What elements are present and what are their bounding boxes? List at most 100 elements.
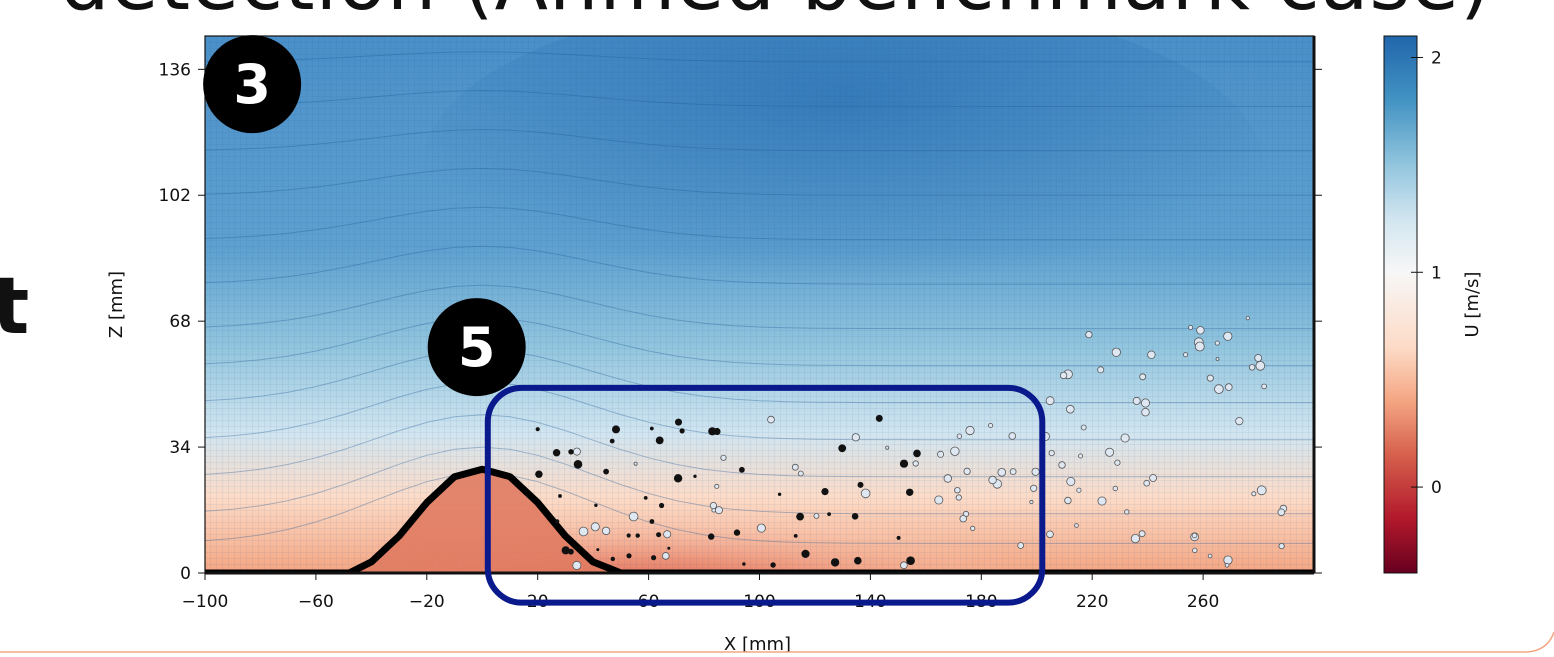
particle xyxy=(568,449,574,455)
streamline xyxy=(205,90,1314,107)
particle xyxy=(1045,396,1055,406)
particle xyxy=(821,488,829,496)
highlight-box xyxy=(484,384,1046,606)
particle xyxy=(603,468,609,475)
particle xyxy=(885,445,890,450)
particle xyxy=(1261,383,1267,390)
particle xyxy=(955,494,962,501)
annotations: 35 xyxy=(203,35,1046,606)
particle xyxy=(997,467,1007,477)
badge-5: 5 xyxy=(427,298,526,397)
particle xyxy=(851,433,860,442)
mesh-grid xyxy=(205,36,1314,573)
hill-body xyxy=(205,469,1314,573)
particle xyxy=(912,460,919,467)
particle xyxy=(628,511,639,522)
particle xyxy=(1254,354,1263,362)
particle xyxy=(709,501,718,510)
particle xyxy=(742,562,746,566)
particle xyxy=(988,475,997,485)
particle xyxy=(875,414,883,422)
particle xyxy=(713,427,721,436)
particle xyxy=(1059,371,1068,380)
particle xyxy=(1076,487,1082,493)
particle xyxy=(612,425,620,434)
particle xyxy=(667,546,671,550)
hill-outline xyxy=(205,465,1314,573)
particle xyxy=(796,512,804,521)
colorbar: 0 1 2 U [m/s] xyxy=(1383,35,1483,574)
particle xyxy=(594,503,598,507)
particle xyxy=(1132,396,1141,405)
particle xyxy=(770,562,776,568)
streamline xyxy=(205,51,1314,63)
particle xyxy=(1206,374,1214,382)
particle xyxy=(900,561,908,569)
particle xyxy=(633,461,638,466)
particle xyxy=(679,428,685,434)
particle xyxy=(596,548,600,552)
particle xyxy=(1080,424,1087,431)
particle xyxy=(899,459,909,468)
particle xyxy=(801,549,810,559)
particle xyxy=(578,526,589,537)
particle xyxy=(558,494,562,498)
streamline xyxy=(205,316,1314,367)
badge-3: 3 xyxy=(203,35,302,134)
particle xyxy=(673,474,683,483)
plot-area xyxy=(205,36,1314,573)
particle xyxy=(656,532,662,538)
colorbar-tick-label: 1 xyxy=(1431,263,1442,283)
particle xyxy=(572,447,581,456)
particle xyxy=(555,519,560,524)
particle xyxy=(1188,324,1194,330)
streamline xyxy=(205,446,1314,515)
particle xyxy=(733,529,741,536)
particle xyxy=(635,533,640,538)
particle xyxy=(714,483,720,489)
particle xyxy=(1130,533,1141,544)
particle xyxy=(934,495,944,505)
streamline xyxy=(205,206,1314,241)
x-tick-label: 220 xyxy=(1076,592,1108,612)
streamline xyxy=(205,349,1314,404)
particle xyxy=(1046,530,1054,539)
particle xyxy=(913,449,921,458)
particle xyxy=(572,560,582,570)
streamline xyxy=(205,167,1314,196)
particle xyxy=(965,425,975,436)
colorbar-gradient xyxy=(1383,35,1418,574)
particle xyxy=(626,533,631,538)
slide-footer-line xyxy=(0,631,1554,653)
particle xyxy=(739,466,745,473)
particle xyxy=(1114,459,1121,466)
particle xyxy=(1214,384,1224,394)
particle xyxy=(943,474,952,483)
particle xyxy=(1008,432,1017,440)
particle xyxy=(1196,326,1205,335)
streamlines xyxy=(205,51,1314,544)
particle xyxy=(1277,508,1286,517)
particle xyxy=(963,467,971,475)
badge-number: 5 xyxy=(458,316,496,379)
particle xyxy=(601,526,611,536)
particle xyxy=(1245,315,1250,321)
particle xyxy=(1207,553,1213,559)
streamline xyxy=(205,245,1314,285)
particle xyxy=(693,474,697,478)
particle xyxy=(626,553,632,559)
particle xyxy=(1147,350,1156,359)
particle xyxy=(675,418,682,426)
colorbar-tick-label: 2 xyxy=(1431,48,1442,68)
particle xyxy=(651,555,657,561)
particle xyxy=(857,481,864,488)
particle xyxy=(573,460,583,469)
streamline xyxy=(205,472,1314,544)
particle xyxy=(830,558,840,567)
particle xyxy=(860,488,871,499)
particle xyxy=(1183,352,1189,358)
badge-circle xyxy=(203,35,302,134)
particle xyxy=(1256,485,1267,496)
particle xyxy=(1194,341,1205,352)
particle xyxy=(1066,476,1076,486)
